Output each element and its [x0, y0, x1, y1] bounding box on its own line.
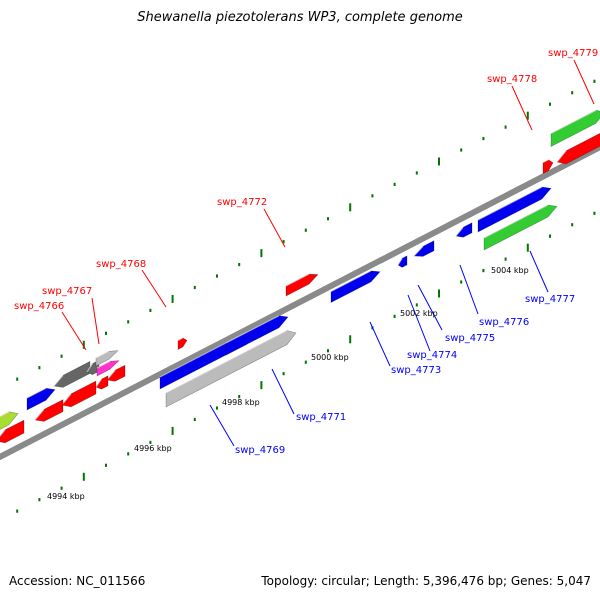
cds-swp-4768-highlight	[177, 337, 184, 342]
cds-swp-4772-highlight	[285, 273, 310, 287]
cds-swp-4777-highlight	[483, 204, 549, 239]
leader-swp-4772	[263, 208, 286, 248]
cds-blue-long-highlight	[477, 186, 543, 221]
tick-rows	[16, 79, 596, 513]
gene-label-swp-4772: swp_4772	[217, 197, 267, 208]
gene-label-swp-4773: swp_4773	[391, 365, 441, 376]
gene-label-swp-4778: swp_4778	[487, 74, 537, 85]
leader-swp-4776	[459, 264, 479, 315]
scale-label-5004: 5004 kbp	[491, 266, 529, 275]
scale-label-4998: 4998 kbp	[222, 398, 260, 407]
leader-swp-4769	[209, 404, 235, 447]
cds-red-tiny	[95, 375, 109, 390]
cds-swp-4767b-highlight	[95, 350, 110, 359]
cds-swp-4766-highlight	[53, 375, 64, 387]
cds-swp-4776	[455, 222, 473, 238]
reverse-gene-labels: swp_4769 swp_4771 swp_4773 swp_4774 swp_…	[235, 294, 575, 456]
gene-label-swp-4771: swp_4771	[296, 412, 346, 423]
scale-label-4994: 4994 kbp	[47, 492, 85, 501]
cds-swp-4771-highlight	[225, 315, 280, 344]
genome-backbone	[0, 143, 600, 461]
cds-red-small-highlight	[106, 369, 116, 381]
label-leader-lines	[61, 59, 595, 447]
accession-text: Accession: NC_011566	[9, 574, 146, 588]
leader-swp-4771	[271, 368, 295, 415]
gene-label-swp-4777: swp_4777	[525, 294, 575, 305]
cds-swp-4774	[397, 255, 408, 268]
gene-label-swp-4766: swp_4766	[14, 301, 64, 312]
cds-swp-4766	[53, 360, 91, 388]
leader-swp-4773	[369, 321, 391, 367]
leader-swp-4774	[407, 294, 431, 352]
gene-features	[0, 109, 600, 444]
leader-swp-4779	[573, 59, 595, 105]
genome-title: Shewanella piezotolerans WP3, complete g…	[137, 10, 463, 25]
scale-label-4996: 4996 kbp	[134, 444, 172, 453]
cds-swp-4776-highlight	[455, 226, 464, 237]
cds-swp-4773-highlight	[330, 270, 372, 293]
cds-gray-block-highlight	[165, 330, 288, 394]
cds-red-mid-highlight	[61, 393, 72, 406]
cds-swp-4774-highlight	[397, 258, 403, 266]
cds-red-right-highlight	[556, 150, 567, 163]
cds-swp-4778-highlight	[542, 159, 549, 164]
scale-label-5000: 5000 kbp	[311, 353, 349, 362]
gene-label-swp-4768: swp_4768	[96, 259, 146, 270]
leader-swp-4775	[417, 284, 443, 331]
leader-swp-4777	[529, 250, 549, 293]
cds-blue-left-highlight	[26, 387, 47, 399]
forward-gene-labels: swp_4766 swp_4767 swp_4768 swp_4772 swp_…	[14, 48, 598, 312]
cds-red-left-highlight	[34, 409, 45, 421]
scale-label-5002: 5002 kbp	[400, 309, 438, 318]
leader-swp-4778	[511, 85, 533, 131]
gene-label-swp-4767: swp_4767	[42, 286, 92, 297]
gene-label-swp-4775: swp_4775	[445, 333, 495, 344]
leader-swp-4767	[91, 297, 100, 345]
genome-summary-text: Topology: circular; Length: 5,396,476 bp…	[261, 574, 591, 588]
gene-label-swp-4776: swp_4776	[479, 317, 529, 328]
cds-swp-4779-highlight	[550, 109, 597, 135]
leader-swp-4766	[61, 311, 87, 351]
gene-label-swp-4769: swp_4769	[235, 445, 285, 456]
gene-label-swp-4774: swp_4774	[407, 350, 457, 361]
cds-swp-4775-highlight	[413, 245, 424, 257]
cds-swp-4767a-highlight	[86, 363, 93, 373]
gene-label-swp-4779: swp_4779	[548, 48, 598, 59]
cds-magenta-highlight	[96, 360, 111, 369]
cds-red-edge-highlight	[0, 429, 6, 438]
leader-swp-4768	[141, 269, 167, 308]
cds-red-tiny-highlight	[95, 378, 102, 388]
cds-lime-edge-highlight	[0, 411, 10, 418]
scale-labels: 4994 kbp 4996 kbp 4998 kbp 5000 kbp 5002…	[47, 266, 529, 501]
